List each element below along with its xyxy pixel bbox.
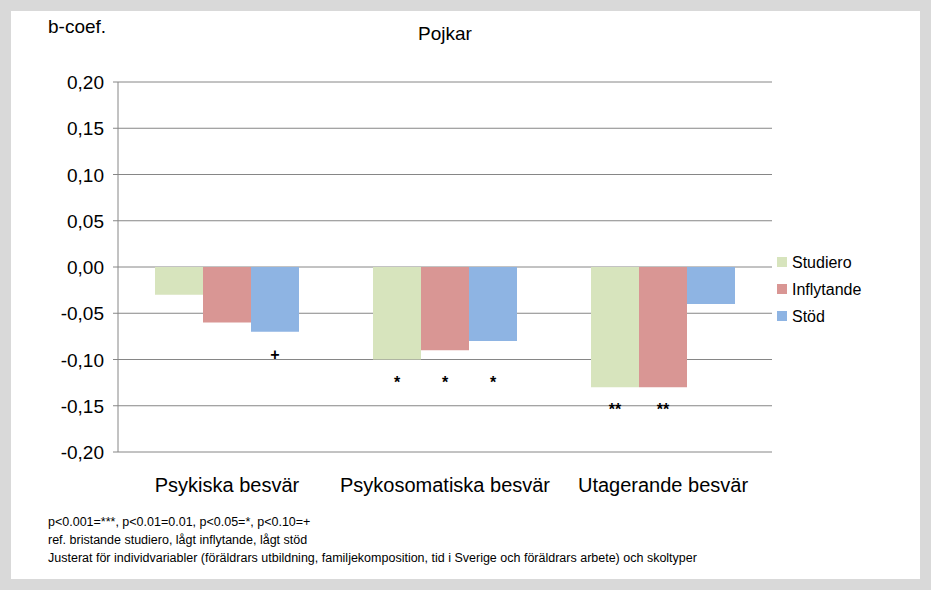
chart: Pojkar b-coef. 0,20 0,15 0,10 0,05 0,00 -0,05 -0…	[0, 0, 931, 590]
bar	[421, 267, 469, 350]
significance-label: *	[442, 374, 449, 391]
footnote: Justerat för individvariabler (föräldrar…	[48, 551, 697, 565]
bar	[203, 267, 251, 323]
grid-line	[118, 220, 772, 221]
bar	[591, 267, 639, 387]
significance-label: +	[270, 346, 279, 363]
x-tick-label: Psykosomatiska besvär	[340, 474, 550, 496]
grid-line	[118, 452, 772, 453]
y-tick-label: -0,10	[61, 350, 104, 371]
tick-mark	[113, 267, 118, 268]
tick-mark	[113, 82, 118, 83]
legend-label: Inflytande	[792, 281, 861, 298]
y-tick-label: -0,20	[61, 442, 104, 463]
y-tick-label: 0,15	[67, 118, 104, 139]
y-tick-label: -0,15	[61, 396, 104, 417]
tick-mark	[113, 405, 118, 406]
y-axis-line	[118, 82, 119, 452]
footnote: ref. bristande studiero, lågt inflytande…	[48, 533, 307, 547]
bar	[639, 267, 687, 387]
y-tick-label: 0,05	[67, 211, 104, 232]
significance-label: *	[490, 374, 497, 391]
x-tick-label: Psykiska besvär	[155, 474, 300, 496]
legend-swatch	[777, 284, 787, 294]
y-tick-label: 0,00	[67, 257, 104, 278]
significance-label: **	[657, 401, 670, 418]
outer-frame	[0, 0, 931, 590]
chart-background	[11, 11, 920, 579]
tick-mark	[113, 128, 118, 129]
tick-mark	[113, 313, 118, 314]
legend-label: Studiero	[792, 254, 852, 271]
bar	[251, 267, 299, 332]
grid-line	[118, 82, 772, 83]
legend-swatch	[777, 311, 787, 321]
chart-title: Pojkar	[418, 23, 473, 44]
bar	[469, 267, 517, 341]
tick-mark	[113, 220, 118, 221]
grid-line	[118, 174, 772, 175]
grid-line	[118, 128, 772, 129]
y-tick-label: 0,20	[67, 72, 104, 93]
y-tick-label: 0,10	[67, 165, 104, 186]
bar	[373, 267, 421, 360]
significance-label: *	[394, 374, 401, 391]
grid-line	[118, 405, 772, 406]
y-axis-label: b-coef.	[48, 16, 106, 37]
x-tick-label: Utagerande besvär	[578, 474, 748, 496]
tick-mark	[113, 452, 118, 453]
legend-swatch	[777, 257, 787, 267]
tick-mark	[113, 174, 118, 175]
bars	[155, 267, 735, 387]
bar	[687, 267, 735, 304]
legend-label: Stöd	[792, 308, 825, 325]
y-tick-label: -0,05	[61, 303, 104, 324]
tick-mark	[113, 359, 118, 360]
footnote: p<0.001=***, p<0.01=0.01, p<0.05=*, p<0.…	[48, 515, 310, 529]
grid	[113, 82, 772, 452]
bar	[155, 267, 203, 295]
legend: Studiero Inflytande Stöd	[777, 254, 861, 325]
significance-label: **	[609, 401, 622, 418]
